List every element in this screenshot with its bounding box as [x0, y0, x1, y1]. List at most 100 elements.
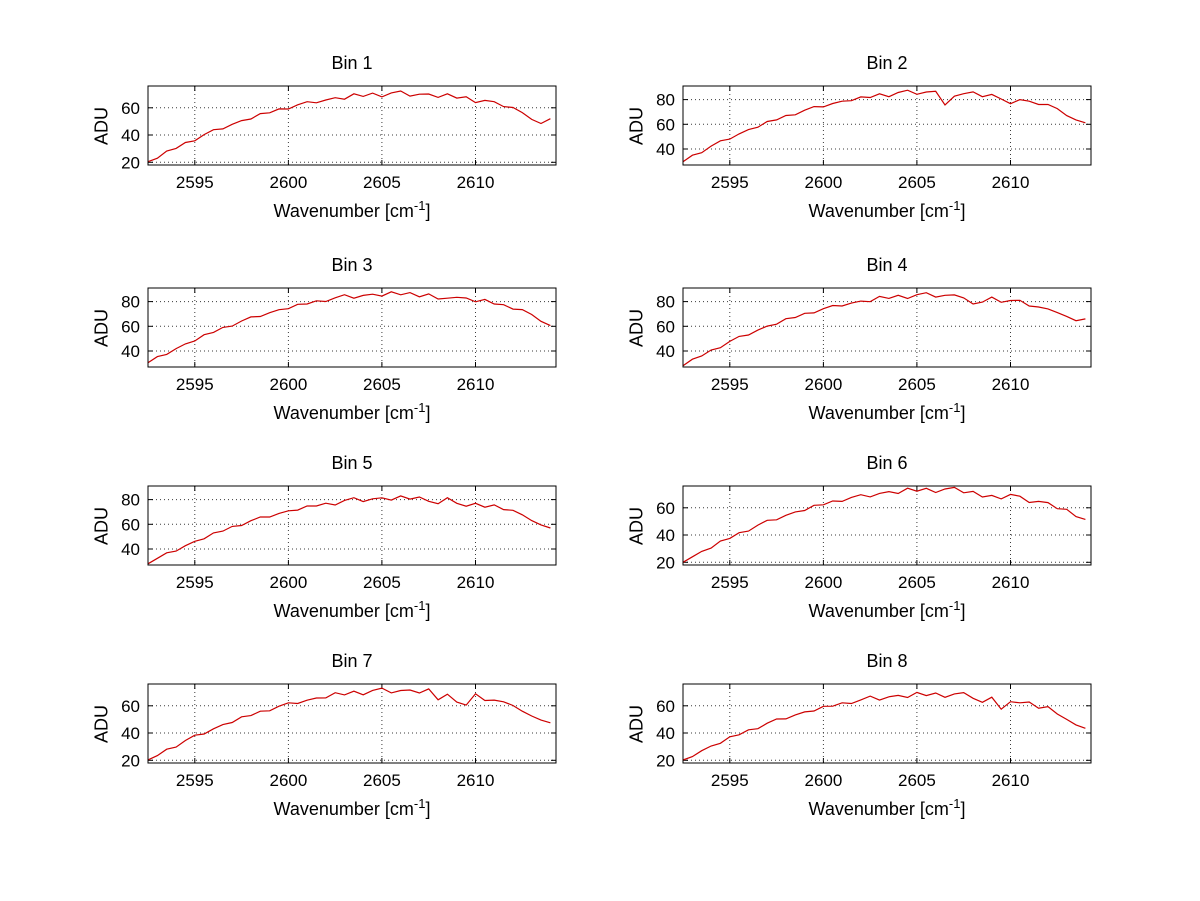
- plot-canvas: 2595 2600 2605 2610 20 40 60: [656, 683, 1092, 790]
- y-tick-label: 20: [121, 751, 140, 770]
- subplot-bin-1: Bin 1 ADU 2595 2600 2605 2610 20 40 60 Wavenum…: [78, 52, 568, 228]
- axis-box: [147, 683, 557, 764]
- axis-box: [147, 485, 557, 566]
- y-tick-label: 40: [656, 140, 675, 159]
- x-tick-label: 2600: [269, 771, 307, 790]
- x-tick-label: 2605: [363, 771, 401, 790]
- x-tick-label: 2600: [269, 173, 307, 192]
- x-axis-label-close: ]: [425, 601, 431, 621]
- x-axis-label: Wavenumber [cm-1]: [148, 198, 556, 222]
- x-axis-label: Wavenumber [cm-1]: [683, 400, 1091, 424]
- x-axis-label: Wavenumber [cm-1]: [148, 400, 556, 424]
- plot-canvas: 2595 2600 2605 2610 20 40 60: [121, 683, 557, 790]
- x-tick-label: 2595: [176, 375, 214, 394]
- x-tick-label: 2610: [992, 573, 1030, 592]
- subplot-bin-8: Bin 8 ADU 2595 2600 2605 2610 20 40 60 Wavenum…: [613, 650, 1103, 826]
- axis-box: [147, 287, 557, 368]
- subplot-bin-2: Bin 2 ADU 2595 2600 2605 2610 40 60 80 Wavenum…: [613, 52, 1103, 228]
- x-axis-label-text: Wavenumber [cm: [808, 799, 949, 819]
- y-tick-label: 60: [656, 499, 675, 518]
- x-tick-label: 2610: [457, 173, 495, 192]
- plot-canvas: 2595 2600 2605 2610 40 60 80: [656, 85, 1092, 192]
- x-axis-label: Wavenumber [cm-1]: [683, 198, 1091, 222]
- x-tick-label: 2600: [269, 375, 307, 394]
- x-axis-label-sup: -1: [413, 400, 426, 415]
- x-axis-label-text: Wavenumber [cm: [808, 201, 949, 221]
- x-axis-label-text: Wavenumber [cm: [808, 403, 949, 423]
- y-tick-label: 60: [656, 115, 675, 134]
- x-axis-label: Wavenumber [cm-1]: [148, 796, 556, 820]
- x-axis-label-text: Wavenumber [cm: [808, 601, 949, 621]
- axis-box: [682, 287, 1092, 368]
- y-tick-label: 40: [656, 526, 675, 545]
- x-axis-label-sup: -1: [413, 598, 426, 613]
- x-tick-label: 2610: [992, 173, 1030, 192]
- x-axis-label-sup: -1: [948, 400, 961, 415]
- x-tick-label: 2605: [898, 573, 936, 592]
- y-tick-label: 60: [121, 697, 140, 716]
- x-tick-label: 2595: [711, 375, 749, 394]
- plot-canvas: 2595 2600 2605 2610 40 60 80: [656, 287, 1092, 394]
- data-series-line: [147, 90, 551, 163]
- x-axis-label-sup: -1: [948, 198, 961, 213]
- x-tick-label: 2605: [363, 573, 401, 592]
- x-tick-label: 2595: [176, 573, 214, 592]
- data-series-line: [147, 687, 551, 761]
- y-tick-label: 40: [656, 342, 675, 361]
- subplot-bin-3: Bin 3 ADU 2595 2600 2605 2610 40 60 80 Wavenum…: [78, 254, 568, 430]
- x-axis-label-sup: -1: [948, 796, 961, 811]
- y-tick-label: 40: [121, 724, 140, 743]
- x-tick-label: 2595: [711, 771, 749, 790]
- x-axis-label-text: Wavenumber [cm: [273, 403, 414, 423]
- y-tick-label: 60: [121, 317, 140, 336]
- plot-title: Bin 2: [866, 53, 908, 73]
- x-tick-label: 2595: [711, 573, 749, 592]
- data-series-line: [147, 291, 551, 364]
- x-tick-label: 2600: [269, 573, 307, 592]
- y-tick-label: 80: [121, 293, 140, 312]
- x-tick-label: 2605: [898, 173, 936, 192]
- plot-title: Bin 5: [331, 453, 373, 473]
- y-tick-label: 80: [656, 91, 675, 110]
- x-axis-label-close: ]: [425, 201, 431, 221]
- plot-title: Bin 4: [866, 255, 908, 275]
- y-tick-label: 80: [656, 293, 675, 312]
- data-series-line: [682, 691, 1086, 761]
- y-tick-label: 20: [656, 553, 675, 572]
- x-axis-label: Wavenumber [cm-1]: [683, 598, 1091, 622]
- x-tick-label: 2600: [804, 771, 842, 790]
- x-tick-label: 2605: [898, 771, 936, 790]
- x-axis-label-close: ]: [960, 403, 966, 423]
- x-tick-label: 2595: [711, 173, 749, 192]
- plot-canvas: 2595 2600 2605 2610 40 60 80: [121, 287, 557, 394]
- x-axis-label-text: Wavenumber [cm: [273, 601, 414, 621]
- subplot-bin-5: Bin 5 ADU 2595 2600 2605 2610 40 60 80 Wavenum…: [78, 452, 568, 628]
- x-axis-label-sup: -1: [413, 198, 426, 213]
- x-axis-label: Wavenumber [cm-1]: [148, 598, 556, 622]
- plot-title: Bin 6: [866, 453, 908, 473]
- axis-box: [682, 85, 1092, 166]
- x-tick-label: 2610: [992, 771, 1030, 790]
- x-tick-label: 2600: [804, 375, 842, 394]
- y-tick-label: 20: [121, 153, 140, 172]
- plot-title: Bin 3: [331, 255, 373, 275]
- y-tick-label: 40: [656, 724, 675, 743]
- x-axis-label-close: ]: [960, 601, 966, 621]
- x-tick-label: 2605: [363, 375, 401, 394]
- data-series-line: [682, 89, 1086, 163]
- plot-canvas: 2595 2600 2605 2610 20 40 60: [121, 85, 557, 192]
- plot-canvas: 2595 2600 2605 2610 40 60 80: [121, 485, 557, 592]
- data-series-line: [682, 486, 1086, 563]
- x-axis-label-close: ]: [425, 799, 431, 819]
- y-tick-label: 60: [656, 317, 675, 336]
- x-tick-label: 2595: [176, 173, 214, 192]
- x-tick-label: 2600: [804, 173, 842, 192]
- x-tick-label: 2610: [992, 375, 1030, 394]
- plot-title: Bin 7: [331, 651, 373, 671]
- x-tick-label: 2610: [457, 573, 495, 592]
- y-tick-label: 60: [121, 515, 140, 534]
- plot-title: Bin 8: [866, 651, 908, 671]
- data-series-line: [147, 495, 551, 565]
- x-tick-label: 2595: [176, 771, 214, 790]
